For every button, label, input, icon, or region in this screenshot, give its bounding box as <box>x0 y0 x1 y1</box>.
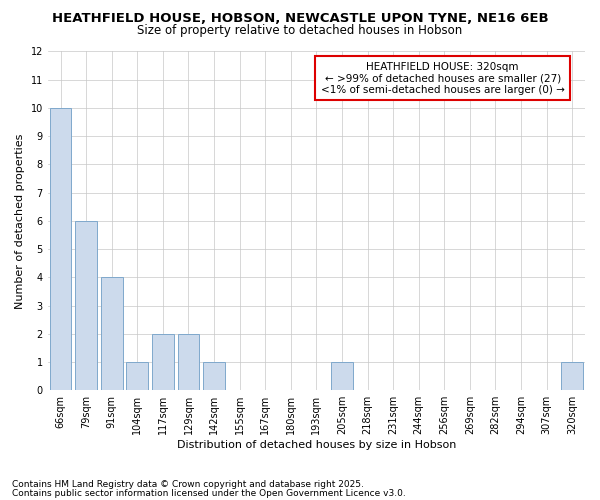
Bar <box>203 362 225 390</box>
Bar <box>178 334 199 390</box>
Bar <box>101 278 122 390</box>
Text: HEATHFIELD HOUSE, HOBSON, NEWCASTLE UPON TYNE, NE16 6EB: HEATHFIELD HOUSE, HOBSON, NEWCASTLE UPON… <box>52 12 548 26</box>
Text: HEATHFIELD HOUSE: 320sqm
← >99% of detached houses are smaller (27)
<1% of semi-: HEATHFIELD HOUSE: 320sqm ← >99% of detac… <box>321 62 565 95</box>
Bar <box>562 362 583 390</box>
Bar <box>331 362 353 390</box>
X-axis label: Distribution of detached houses by size in Hobson: Distribution of detached houses by size … <box>177 440 456 450</box>
Bar <box>127 362 148 390</box>
Bar <box>50 108 71 390</box>
Y-axis label: Number of detached properties: Number of detached properties <box>15 133 25 308</box>
Bar <box>75 221 97 390</box>
Text: Size of property relative to detached houses in Hobson: Size of property relative to detached ho… <box>137 24 463 37</box>
Text: Contains HM Land Registry data © Crown copyright and database right 2025.: Contains HM Land Registry data © Crown c… <box>12 480 364 489</box>
Bar <box>152 334 174 390</box>
Text: Contains public sector information licensed under the Open Government Licence v3: Contains public sector information licen… <box>12 488 406 498</box>
